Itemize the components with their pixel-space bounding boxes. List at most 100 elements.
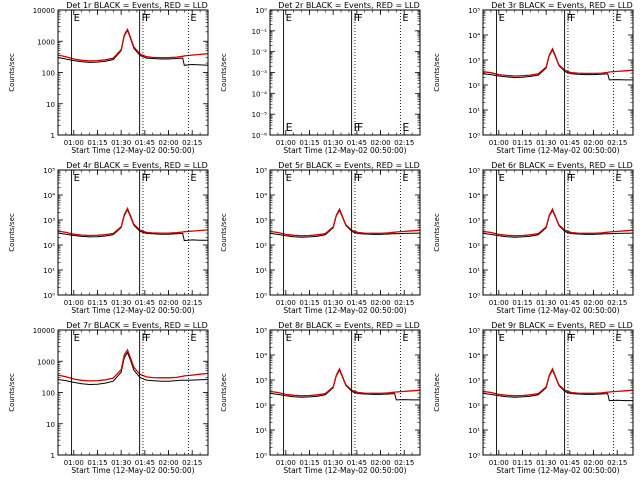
x-tick-label: 01:30: [323, 299, 343, 307]
x-tick-label: 02:00: [370, 299, 390, 307]
y-tick-label: 10⁴: [43, 192, 55, 200]
y-tick-label: 10⁰: [255, 7, 267, 15]
marker-letter: F: [570, 333, 576, 344]
chart-title: Det 2r BLACK = Events, RED = LLD: [278, 1, 420, 10]
x-tick-label: 01:45: [347, 459, 367, 467]
x-tick-label: 02:00: [583, 299, 603, 307]
x-tick-label: 01:30: [536, 299, 556, 307]
detector-panel-4: Det 4r BLACK = Events, RED = LLD Counts/s…: [0, 160, 215, 320]
y-tick-label: 10²: [43, 242, 55, 250]
y-tick-label: 10⁰: [255, 452, 267, 460]
x-tick-label: 02:15: [607, 459, 627, 467]
x-tick-label: 01:00: [276, 459, 296, 467]
x-tick-label: 01:15: [87, 299, 107, 307]
x-tick-label: 01:45: [347, 299, 367, 307]
x-tick-label: 01:15: [512, 139, 532, 147]
y-tick-label: 10⁴: [468, 32, 480, 40]
x-tick-label: 01:30: [111, 299, 131, 307]
marker-letter: F: [357, 173, 363, 184]
x-tick-label: 02:15: [394, 459, 414, 467]
y-axis-label: Counts/sec: [220, 373, 228, 412]
y-tick-label: 10²: [468, 242, 480, 250]
y-tick-label: 10⁵: [468, 327, 480, 335]
detector-chart-7: Det 7r BLACK = Events, RED = LLD Counts/s…: [8, 321, 209, 475]
x-tick-label: 02:00: [158, 139, 178, 147]
y-axis-label: Counts/sec: [8, 373, 16, 412]
marker-letter: E: [499, 173, 505, 184]
lld-series-line: [483, 207, 633, 237]
x-tick-label: 01:45: [560, 459, 580, 467]
x-tick-label: 01:00: [489, 299, 509, 307]
x-tick-label: 01:30: [536, 139, 556, 147]
x-tick-label: 01:45: [135, 139, 155, 147]
chart-title: Det 8r BLACK = Events, RED = LLD: [278, 321, 420, 330]
y-axis-label: Counts/sec: [8, 53, 16, 92]
plot-frame: [482, 9, 634, 136]
y-tick-label: 10: [46, 101, 55, 109]
x-tick-label: 01:00: [276, 299, 296, 307]
marker-letter: E: [402, 173, 408, 184]
detector-panel-2: Det 2r BLACK = Events, RED = LLD Counts/s…: [212, 0, 427, 160]
y-tick-label: 10³: [468, 217, 480, 225]
x-tick-label: 01:00: [64, 299, 84, 307]
x-axis-label: Start Time (12-May-02 00:50:00): [496, 306, 619, 315]
y-tick-label: 10⁻⁴: [252, 90, 268, 98]
y-tick-label: 1000: [37, 38, 55, 46]
y-tick-label: 10¹: [468, 427, 480, 435]
lld-series-line: [270, 367, 420, 397]
x-axis-label: Start Time (12-May-02 00:50:00): [283, 466, 406, 475]
y-tick-label: 10⁰: [468, 452, 480, 460]
y-axis-label: Counts/sec: [220, 213, 228, 252]
x-tick-label: 02:00: [583, 459, 603, 467]
x-tick-label: 01:30: [111, 459, 131, 467]
marker-letter: F: [357, 13, 363, 24]
y-axis-label: Counts/sec: [433, 53, 441, 92]
x-tick-label: 02:15: [394, 139, 414, 147]
x-tick-label: 01:15: [299, 139, 319, 147]
y-tick-label: 10¹: [43, 267, 55, 275]
x-tick-label: 02:15: [182, 459, 202, 467]
marker-letter: F: [354, 173, 360, 184]
marker-letter: E: [74, 173, 80, 184]
marker-letter: E: [615, 333, 621, 344]
detector-chart-5: Det 5r BLACK = Events, RED = LLD Counts/s…: [220, 161, 421, 315]
x-tick-label: 01:45: [347, 139, 367, 147]
plot-frame: [269, 329, 421, 456]
x-tick-label: 01:15: [87, 459, 107, 467]
y-tick-label: 10⁴: [255, 192, 267, 200]
x-axis: 01:00 01:15 01:30 01:45 02:00 02:15: [489, 10, 627, 147]
marker-letter: F: [567, 173, 573, 184]
detector-chart-6: Det 6r BLACK = Events, RED = LLD Counts/s…: [433, 161, 634, 315]
y-tick-label: 10²: [468, 402, 480, 410]
x-tick-label: 02:00: [370, 139, 390, 147]
y-tick-label: 1: [51, 132, 55, 140]
marker-letter: E: [615, 173, 621, 184]
marker-letter: E: [190, 173, 196, 184]
y-tick-label: 10³: [43, 217, 55, 225]
y-tick-label: 10⁻⁶: [252, 132, 268, 140]
marker-letter: F: [142, 333, 148, 344]
chart-title: Det 6r BLACK = Events, RED = LLD: [491, 161, 633, 170]
y-tick-label: 10⁵: [255, 327, 267, 335]
x-tick-label: 02:00: [583, 139, 603, 147]
detector-chart-3: Det 3r BLACK = Events, RED = LLD Counts/s…: [433, 1, 634, 155]
y-tick-label: 10⁵: [468, 7, 480, 15]
y-tick-label: 10³: [468, 377, 480, 385]
x-tick-label: 02:15: [607, 299, 627, 307]
x-axis: 01:00 01:15 01:30 01:45 02:00 02:15: [64, 170, 202, 307]
detector-panel-6: Det 6r BLACK = Events, RED = LLD Counts/s…: [425, 160, 640, 320]
plot-frame: [57, 329, 209, 456]
x-tick-label: 02:15: [182, 299, 202, 307]
x-axis: 01:00 01:15 01:30 01:45 02:00 02:15: [489, 330, 627, 467]
y-tick-label: 10¹: [468, 107, 480, 115]
marker-letter: E: [402, 13, 408, 24]
marker-letter: E: [74, 13, 80, 24]
marker-letter: E: [286, 121, 293, 134]
y-tick-label: 10: [46, 421, 55, 429]
marker-letter: F: [145, 173, 151, 184]
plot-frame: [269, 9, 421, 136]
marker-letter: E: [190, 13, 196, 24]
x-axis: 01:00 01:15 01:30 01:45 02:00 02:15: [64, 10, 202, 147]
marker-letter: E: [74, 333, 80, 344]
x-tick-label: 01:45: [135, 299, 155, 307]
